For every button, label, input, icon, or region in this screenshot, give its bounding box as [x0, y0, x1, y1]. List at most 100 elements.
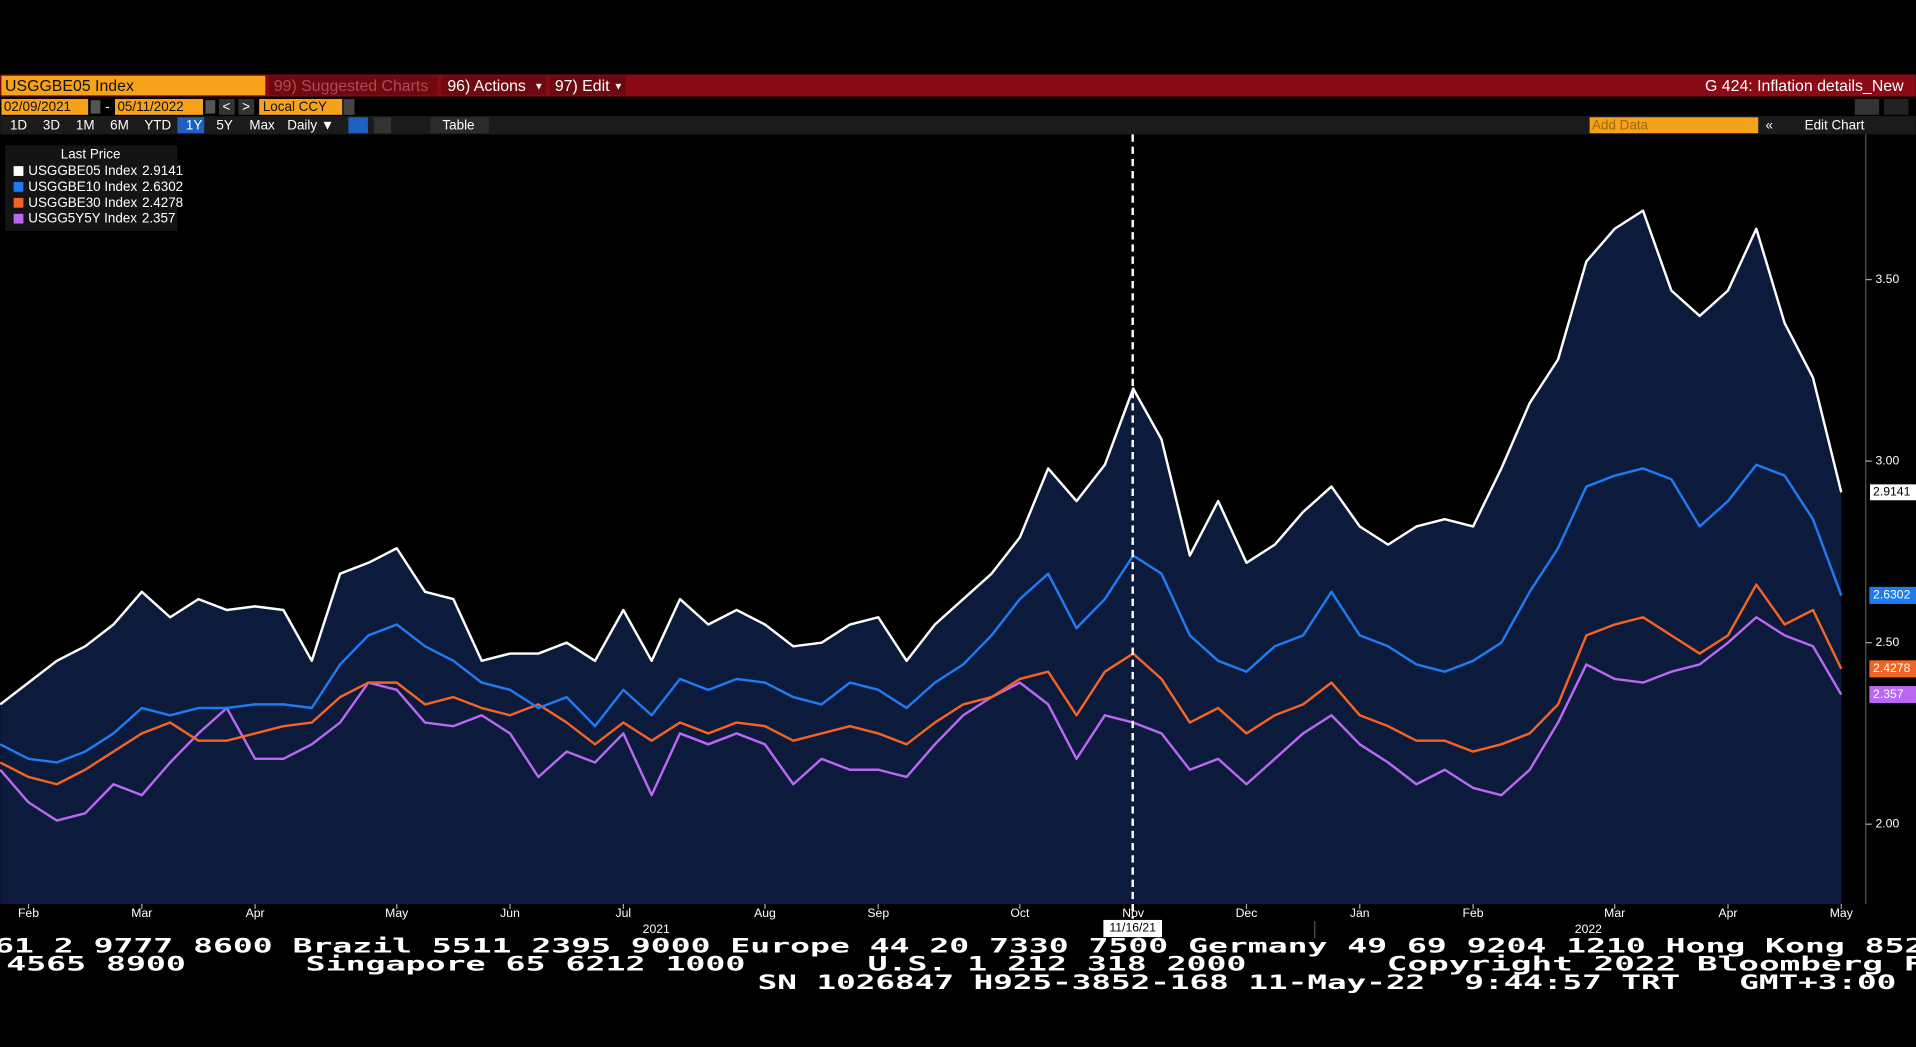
x-tick-label: Feb	[18, 906, 39, 920]
currency-dropdown[interactable]	[343, 98, 355, 115]
last-value-tag	[1869, 660, 1916, 678]
period[interactable]: 6M	[110, 117, 129, 132]
next-button[interactable]	[238, 98, 255, 115]
legend-value: 2.357	[142, 210, 176, 225]
legend-swatch	[13, 182, 24, 192]
legend-entry: USGGBE10 Index 2.6302	[28, 178, 183, 193]
actions-button[interactable]	[441, 75, 547, 96]
x-tick-label: Aug	[754, 906, 776, 920]
last-value: 2.4278	[1873, 661, 1911, 675]
actions[interactable]: 96) Actions	[447, 78, 526, 95]
x-tick-label: Apr	[1718, 906, 1737, 920]
series-line	[0, 209, 1843, 706]
legend-swatch	[13, 166, 24, 176]
x-tick-label: Jun	[500, 906, 520, 920]
legend-name: USGGBE30 Index	[28, 194, 137, 209]
x-tick-label: Apr	[246, 906, 265, 920]
last-value: 2.6302	[1873, 588, 1911, 602]
year-label: 2021	[643, 922, 670, 936]
x-tick-label: Nov	[1122, 906, 1145, 920]
line-chart-icon[interactable]	[348, 117, 368, 134]
add-data-field[interactable]	[1589, 117, 1759, 134]
table[interactable]: Table	[442, 117, 474, 132]
add-data[interactable]: Add Data	[1592, 117, 1648, 132]
period[interactable]: 5Y	[216, 117, 232, 132]
suggested-charts[interactable]: 99) Suggested Charts	[274, 78, 428, 95]
last-value-tag	[1868, 483, 1916, 502]
x-tick-label: Oct	[1010, 906, 1030, 920]
redo-button[interactable]	[1884, 98, 1909, 115]
table-button[interactable]	[430, 117, 489, 134]
period-buttons: 1D 3D 1M 6M YTD 1Y 5Y Max	[10, 117, 275, 134]
legend-swatch	[13, 197, 24, 208]
year-label: 2022	[1575, 922, 1602, 936]
edit[interactable]: 97) Edit	[555, 78, 610, 95]
currency[interactable]: Local CCY	[263, 99, 327, 114]
y-tick-label: 2.00	[1875, 816, 1899, 830]
crosshair-label: 11/16/21	[1109, 921, 1156, 935]
legend-name: USGGBE10 Index	[28, 178, 137, 193]
period[interactable]: 1Y	[186, 117, 202, 132]
y-tick-label: 3.00	[1875, 453, 1899, 467]
footer-line: SN 1026847 H925-3852-168 11-May-22 9:44:…	[758, 971, 1897, 994]
period[interactable]: 1D	[10, 117, 27, 132]
x-tick-label: Mar	[131, 906, 152, 920]
last-value: 2.357	[1873, 687, 1904, 701]
chart: 2.00 2.50 3.00 3.50 Feb Mar Apr May Jun Jul Aug Sep…	[0, 134, 1916, 939]
legend-name: USGGBE05 Index	[28, 163, 137, 178]
y-tick-label: 2.50	[1875, 635, 1899, 649]
legend-entry: USGGBE30 Index 2.4278	[28, 194, 183, 209]
legend-value: 2.4278	[142, 194, 183, 209]
x-tick-label: Sep	[867, 906, 889, 920]
undo-button[interactable]	[1854, 98, 1880, 115]
end-date[interactable]: 05/11/2022	[117, 99, 183, 114]
legend-name: USGG5Y5Y Index	[28, 210, 137, 225]
bar-chart-icon[interactable]	[374, 117, 392, 134]
security-field[interactable]	[1, 75, 266, 96]
footer-line: Singapore 65 6212 1000	[306, 953, 746, 976]
page-title: G 424: Inflation details_New	[1705, 78, 1904, 95]
x-tick-label: May	[385, 906, 409, 920]
legend-value: 2.9141	[142, 163, 183, 178]
footer-line: U.S. 1 212 318 2000	[868, 953, 1247, 976]
period[interactable]: 1M	[76, 117, 95, 132]
footer-line: Copyright 2022 Bloomberg F	[1387, 953, 1916, 976]
start-date[interactable]: 02/09/2021	[4, 99, 71, 114]
frequency[interactable]: Daily ▼	[287, 117, 334, 132]
series-line	[0, 616, 1843, 822]
footer-line: 4565 8900	[6, 953, 186, 976]
security[interactable]: USGGBE05 Index	[5, 78, 134, 95]
start-date-field[interactable]	[1, 98, 89, 115]
end-date-field[interactable]	[115, 98, 203, 115]
collapse-icon[interactable]: «	[1766, 117, 1773, 132]
legend-value: 2.6302	[142, 178, 183, 193]
currency-field[interactable]	[259, 98, 343, 115]
series-line	[0, 583, 1843, 786]
period[interactable]: 3D	[43, 117, 60, 132]
period[interactable]: YTD	[144, 117, 171, 132]
legend-entry: USGG5Y5Y Index 2.357	[28, 210, 175, 225]
calendar-icon[interactable]	[205, 100, 216, 114]
y-tick-label: 3.50	[1875, 272, 1899, 286]
last-value-tag	[1869, 686, 1916, 704]
last-value-tag	[1869, 586, 1916, 604]
edit-chart[interactable]: Edit Chart	[1805, 117, 1865, 132]
x-tick-label: May	[1830, 906, 1854, 920]
x-tick-label: Feb	[1463, 906, 1484, 920]
prev-button[interactable]	[218, 98, 235, 115]
calendar-icon[interactable]	[90, 100, 101, 114]
active-period	[177, 117, 205, 134]
period[interactable]: Max	[249, 117, 275, 132]
legend-entry: USGGBE05 Index 2.9141	[28, 163, 183, 178]
x-tick-label: Dec	[1236, 906, 1258, 920]
dropdown-arrow: ▼	[613, 81, 623, 92]
suggested-button[interactable]	[268, 75, 438, 96]
next-arrow[interactable]: >	[242, 99, 250, 114]
footer-line: 61 2 9777 8600 Brazil 5511 2395 9000 Eur…	[0, 934, 1916, 957]
x-tick-label: Mar	[1604, 906, 1625, 920]
prev-arrow[interactable]: <	[223, 99, 231, 114]
legend-box	[5, 145, 178, 231]
legend-title: Last Price	[61, 147, 121, 162]
edit-button[interactable]	[549, 75, 626, 96]
